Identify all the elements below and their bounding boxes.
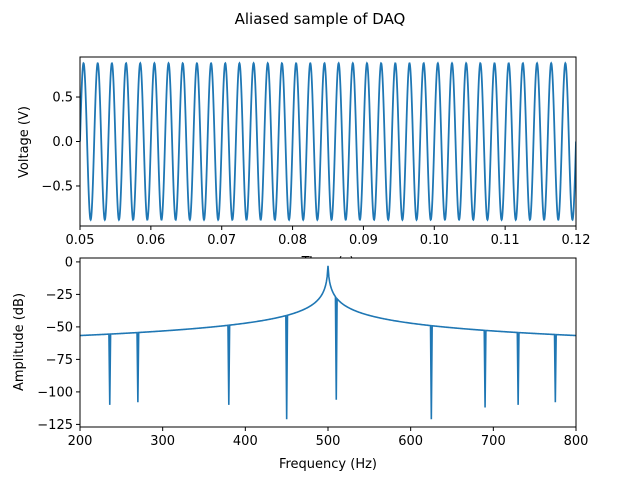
bottom-y-tick-label: −50	[46, 320, 73, 335]
bottom-y-ticks: 0 −25 −50 −75 −100 −125	[37, 255, 80, 433]
top-y-ticks: 0.5 0.0 −0.5	[41, 91, 80, 194]
top-x-tick-label: 0.12	[562, 233, 591, 248]
bottom-x-tick-label: 500	[316, 434, 341, 449]
top-x-tick-label: 0.10	[420, 233, 449, 248]
bottom-y-tick-label: 0	[65, 255, 73, 270]
bottom-y-tick-label: −75	[46, 353, 73, 368]
bottom-subplot: 200 300 400 500 600 700 800 0 −25 −50 −75 −100 −125…	[12, 255, 588, 472]
top-plot-area	[80, 61, 576, 222]
bottom-plot-area	[80, 265, 576, 420]
top-x-tick-label: 0.05	[66, 233, 95, 248]
bottom-y-axis-label: Amplitude (dB)	[12, 293, 27, 391]
bottom-x-tick-label: 600	[398, 434, 423, 449]
top-x-tick-label: 0.11	[491, 233, 520, 248]
top-y-tick-label: 0.5	[52, 91, 73, 106]
bottom-y-tick-label: −100	[37, 385, 73, 400]
figure-title: Aliased sample of DAQ	[235, 10, 406, 28]
top-y-tick-label: 0.0	[52, 135, 73, 150]
top-subplot: 0.05 0.06 0.07 0.08 0.09 0.10 0.11 0.12 0.5 0.0 −…	[17, 56, 591, 270]
bottom-x-ticks: 200 300 400 500 600 700 800	[68, 427, 589, 449]
bottom-x-axis-label: Frequency (Hz)	[279, 457, 377, 472]
top-x-ticks: 0.05 0.06 0.07 0.08 0.09 0.10 0.11 0.12	[66, 226, 591, 248]
bottom-x-tick-label: 300	[150, 434, 175, 449]
top-y-axis-label: Voltage (V)	[17, 106, 32, 178]
bottom-x-tick-label: 400	[233, 434, 258, 449]
bottom-x-tick-label: 200	[68, 434, 93, 449]
bottom-x-tick-label: 700	[481, 434, 506, 449]
top-y-tick-label: −0.5	[41, 179, 73, 194]
bottom-y-tick-label: −125	[37, 418, 73, 433]
top-x-tick-label: 0.07	[207, 233, 236, 248]
top-x-tick-label: 0.09	[349, 233, 378, 248]
voltage-series-line	[80, 61, 576, 222]
bottom-y-tick-label: −25	[46, 288, 73, 303]
bottom-x-tick-label: 800	[564, 434, 589, 449]
bottom-axes-background	[80, 258, 576, 427]
top-x-tick-label: 0.06	[136, 233, 165, 248]
top-x-tick-label: 0.08	[278, 233, 307, 248]
amplitude-series-line	[80, 265, 576, 420]
